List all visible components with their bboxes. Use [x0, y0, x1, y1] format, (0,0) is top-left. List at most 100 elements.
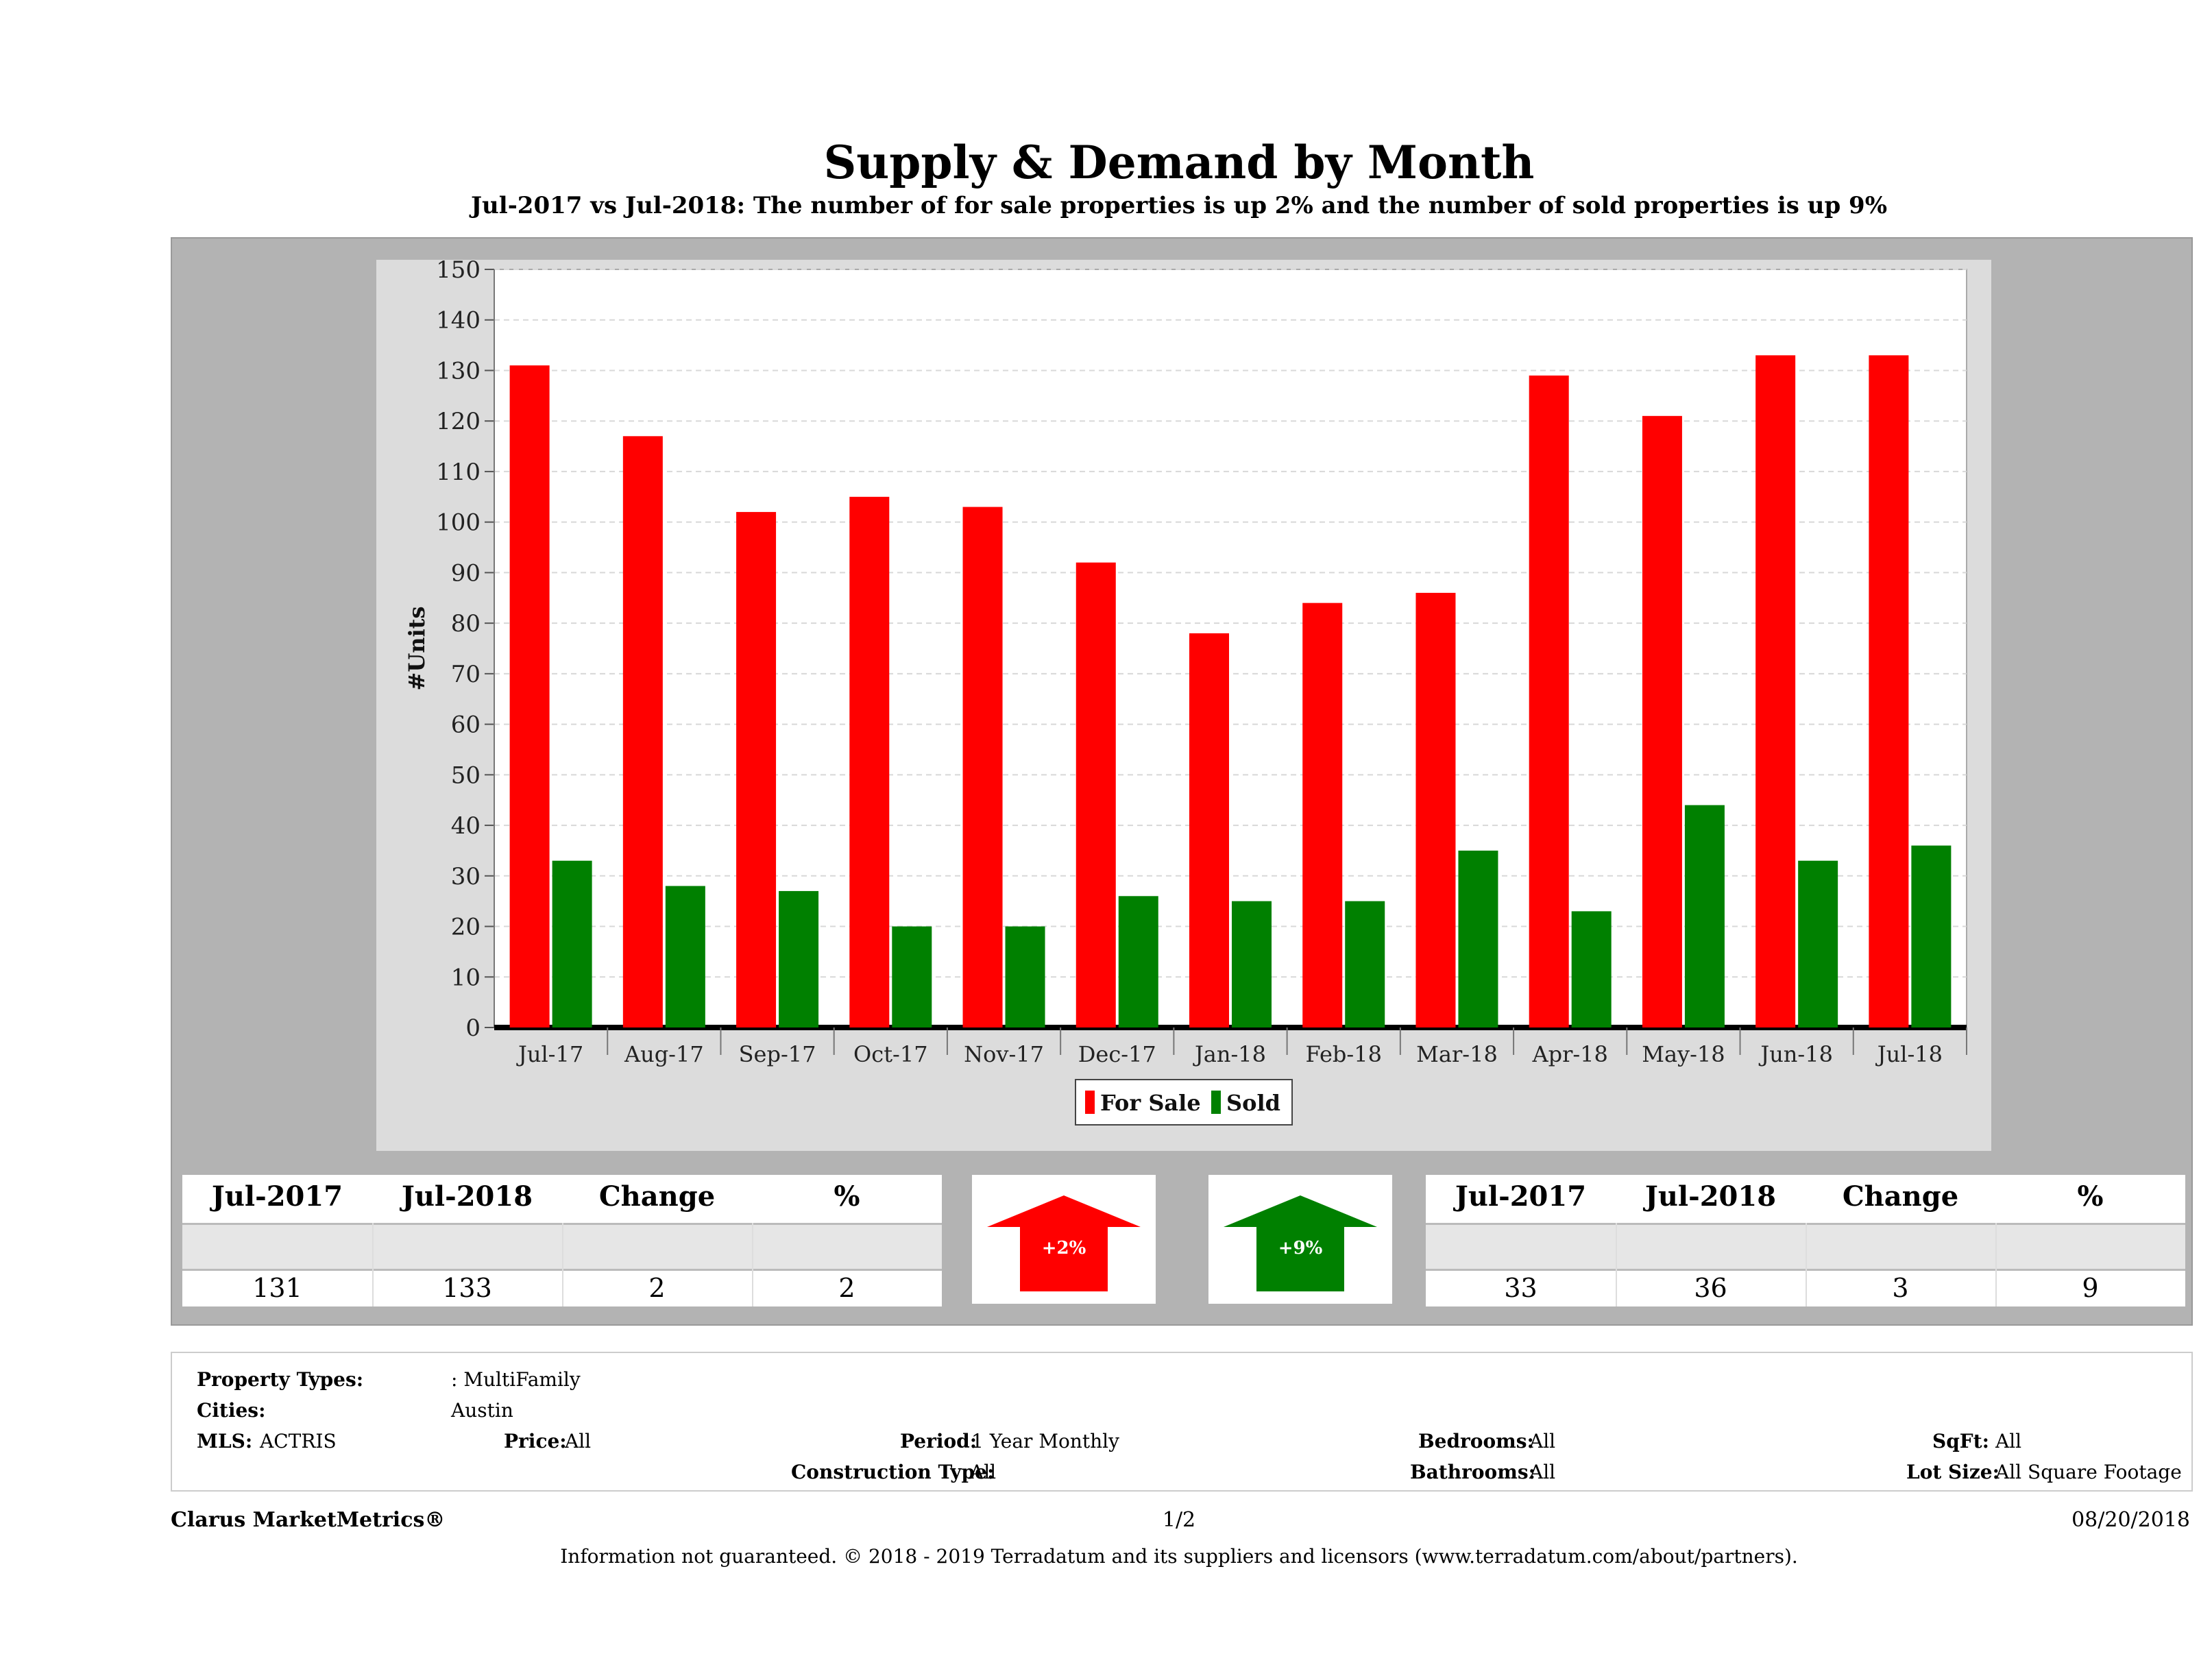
bedrooms-label: Bedrooms:	[1418, 1430, 1534, 1452]
x-tick-label: Aug-17	[624, 1041, 704, 1067]
value-jul-2018: 36	[1694, 1273, 1727, 1303]
price-value: All	[565, 1430, 592, 1452]
for-sale-change-label: +2%	[1041, 1238, 1086, 1258]
bar-sold	[1458, 850, 1498, 1028]
bar-sold	[1345, 901, 1385, 1028]
x-tick-label: Mar-18	[1416, 1041, 1498, 1067]
mls-label: MLS:	[197, 1430, 253, 1452]
page-subtitle: Jul-2017 vs Jul-2018: The number of for …	[470, 192, 1888, 219]
x-tick-label: Jul-17	[516, 1041, 583, 1067]
up-arrow-icon	[1224, 1195, 1377, 1291]
bar-for-sale	[962, 507, 1003, 1028]
y-tick-label: 70	[451, 661, 481, 688]
x-tick-label: Nov-17	[964, 1041, 1044, 1067]
bar-for-sale	[622, 436, 663, 1028]
for-sale-change-indicator: +2%	[972, 1175, 1156, 1304]
construction-type-label: Construction Type:	[791, 1461, 995, 1483]
header-percent: %	[2077, 1180, 2104, 1213]
x-tick-label: Dec-17	[1078, 1041, 1156, 1067]
x-tick-label: Jul-18	[1875, 1041, 1943, 1067]
page-title: Supply & Demand by Month	[823, 136, 1535, 189]
y-tick-label: 0	[465, 1014, 481, 1042]
bar-for-sale	[849, 496, 890, 1028]
footer-disclaimer: Information not guaranteed. © 2018 - 201…	[560, 1545, 1798, 1568]
y-tick-label: 40	[451, 812, 481, 840]
header-change: Change	[1842, 1180, 1959, 1213]
y-tick-label: 20	[451, 914, 481, 941]
bar-for-sale	[509, 365, 550, 1028]
bar-for-sale	[736, 511, 777, 1028]
header-jul-2018: Jul-2018	[1644, 1180, 1777, 1213]
header-percent: %	[834, 1180, 860, 1213]
y-tick-label: 60	[451, 712, 481, 739]
footer-brand: Clarus MarketMetrics®	[171, 1508, 446, 1532]
sqft-label: SqFt:	[1932, 1430, 1989, 1452]
legend-label: Sold	[1226, 1090, 1280, 1116]
up-arrow-icon	[987, 1195, 1141, 1291]
footer-page-number: 1/2	[1162, 1508, 1196, 1532]
period-value: 1 Year Monthly	[971, 1430, 1119, 1452]
value-jul-2017: 131	[252, 1273, 302, 1303]
bar-for-sale	[1302, 603, 1343, 1028]
y-tick-label: 90	[451, 559, 481, 587]
sold-change-indicator: +9%	[1208, 1175, 1392, 1304]
bar-sold	[1571, 911, 1612, 1028]
bar-sold	[1232, 901, 1272, 1028]
plot-area	[494, 269, 1967, 1028]
property-types-label: Property Types:	[197, 1368, 364, 1391]
x-tick-label: Jun-18	[1758, 1041, 1833, 1067]
mls-value: ACTRIS	[260, 1430, 337, 1452]
cities-value: Austin	[451, 1399, 513, 1422]
for-sale-arrow-shape	[987, 1195, 1141, 1291]
value-jul-2018: 133	[442, 1273, 492, 1303]
y-tick-label: 150	[436, 260, 481, 284]
lot-size-label: Lot Size:	[1906, 1461, 2000, 1483]
bar-sold	[665, 886, 705, 1028]
y-tick-label: 80	[451, 610, 481, 637]
bar-for-sale	[1075, 562, 1116, 1028]
bar-sold	[1118, 896, 1158, 1028]
value-change: 3	[1892, 1273, 1909, 1303]
construction-type-value: All	[970, 1461, 997, 1483]
value-percent: 2	[838, 1273, 855, 1303]
footer-date: 08/20/2018	[2071, 1508, 2190, 1532]
y-tick-label: 100	[436, 509, 481, 537]
bar-chart: 0 10 20 30 40 50 60 70 80 90 100 110 120 130 140 150 #Un…	[404, 260, 1967, 1126]
bar-for-sale	[1415, 592, 1456, 1028]
bar-sold	[1684, 805, 1725, 1028]
legend	[1075, 1079, 1293, 1126]
bar-for-sale	[1755, 355, 1796, 1028]
sold-change-label: +9%	[1278, 1238, 1323, 1258]
period-label: Period:	[900, 1430, 977, 1452]
y-tick-label: 30	[451, 863, 481, 890]
bar-sold	[1798, 860, 1838, 1028]
cities-label: Cities:	[197, 1399, 266, 1422]
sold-summary-table: Jul-2017 Jul-2018 Change % 33 36 3 9	[1426, 1175, 2185, 1306]
report-criteria: Property Types: : MultiFamily Cities: Au…	[171, 1352, 2193, 1492]
y-tick-label: 110	[436, 459, 481, 486]
bar-sold	[892, 926, 932, 1028]
x-tick-label: Sep-17	[739, 1041, 816, 1067]
sqft-value: All	[1995, 1430, 2022, 1452]
legend-label: For Sale	[1100, 1090, 1201, 1116]
header-change: Change	[598, 1180, 716, 1213]
bedrooms-value: All	[1529, 1430, 1556, 1452]
y-axis-label: #Units	[404, 607, 430, 691]
value-jul-2017: 33	[1504, 1273, 1538, 1303]
legend-swatch	[1211, 1091, 1221, 1114]
legend-swatch	[1085, 1091, 1095, 1114]
bar-for-sale	[1869, 355, 1909, 1028]
x-tick-label: Apr-18	[1531, 1041, 1607, 1067]
bathrooms-label: Bathrooms:	[1410, 1461, 1535, 1483]
value-change: 2	[648, 1273, 666, 1303]
header-jul-2018: Jul-2018	[401, 1180, 533, 1213]
bar-for-sale	[1642, 415, 1682, 1028]
bar-for-sale	[1189, 633, 1229, 1028]
y-tick-label: 50	[451, 762, 481, 789]
bar-sold	[1005, 926, 1045, 1028]
y-tick-label: 140	[436, 307, 481, 335]
for-sale-summary-table: Jul-2017 Jul-2018 Change % 131 133 2 2	[182, 1175, 942, 1306]
value-percent: 9	[2082, 1273, 2099, 1303]
bar-sold	[1911, 845, 1952, 1028]
header-jul-2017: Jul-2017	[211, 1180, 343, 1213]
